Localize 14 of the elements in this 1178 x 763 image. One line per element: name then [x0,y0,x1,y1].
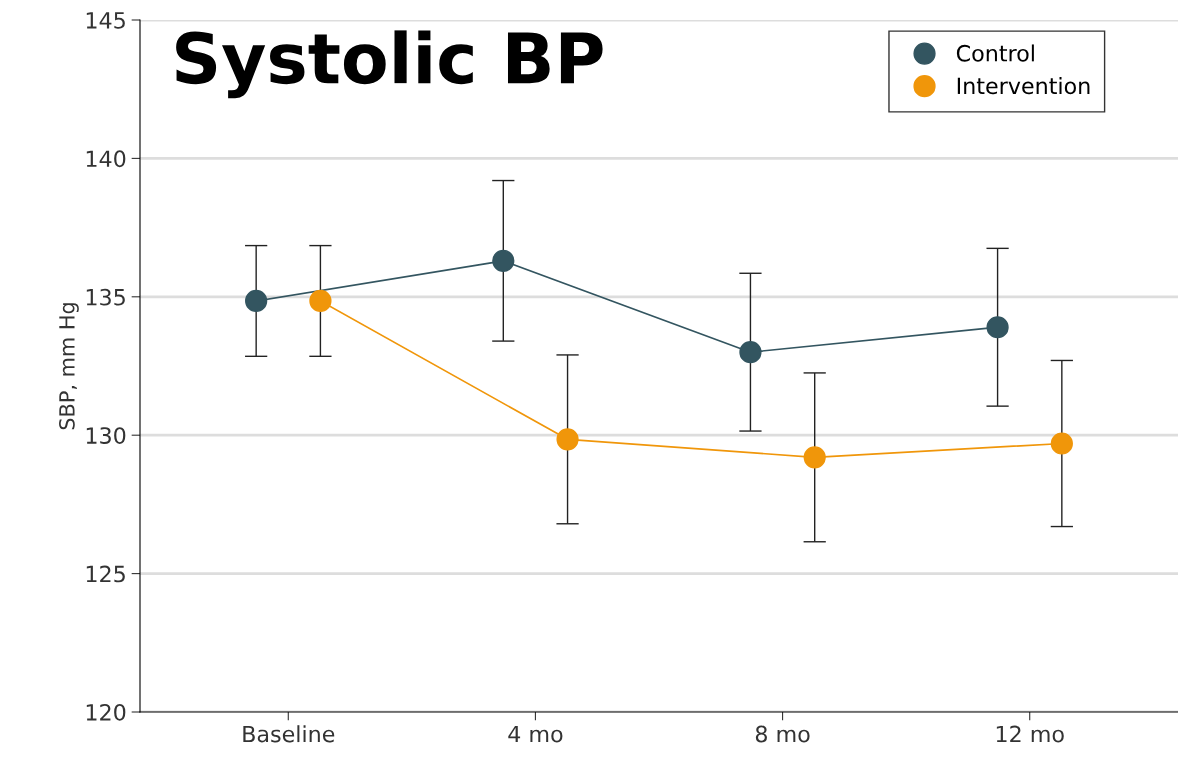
y-tick-label: 135 [86,288,125,306]
y-tick-label: 145 [86,12,125,29]
legend-label: Control [956,44,1034,62]
chart-title: Systolic BP [176,30,603,99]
y-axis-title: SBP, mm Hg [59,303,79,430]
x-tick-label: 12 mo [996,725,1064,743]
y-tick-label: 120 [86,703,126,721]
x-tick-label: 4 mo [508,725,563,743]
y-tick-label: 130 [86,427,126,444]
x-tick-label: 8 mo [755,725,810,743]
legend-label: Intervention [957,77,1090,95]
y-tick-label: 140 [86,150,126,168]
x-tick-label: Baseline [243,725,335,743]
y-tick-label: 125 [86,565,125,583]
